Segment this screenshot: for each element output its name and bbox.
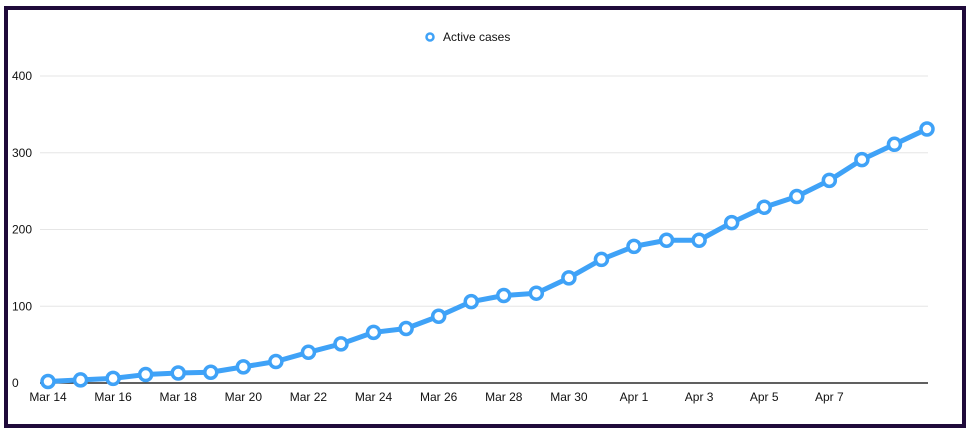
legend: Active cases: [425, 30, 510, 44]
data-point[interactable]: [72, 372, 89, 388]
data-point[interactable]: [723, 214, 740, 231]
x-tick-label: Mar 24: [355, 390, 393, 404]
data-point[interactable]: [561, 270, 577, 286]
data-point[interactable]: [691, 232, 707, 248]
data-point[interactable]: [593, 251, 610, 268]
y-tick-label: 100: [12, 299, 32, 313]
data-point[interactable]: [919, 121, 935, 137]
data-point[interactable]: [789, 188, 805, 205]
x-tick-label: Apr 3: [685, 390, 714, 404]
data-point[interactable]: [365, 324, 382, 341]
data-point[interactable]: [854, 151, 870, 168]
x-tick-label: Mar 18: [160, 390, 198, 404]
data-point[interactable]: [626, 238, 642, 255]
x-tick-label: Apr 1: [620, 390, 649, 404]
data-point[interactable]: [300, 344, 317, 361]
data-point[interactable]: [528, 285, 545, 301]
data-point[interactable]: [137, 366, 154, 383]
x-tick-label: Mar 22: [290, 390, 328, 404]
data-point[interactable]: [203, 364, 219, 381]
y-tick-label: 0: [12, 376, 19, 390]
x-tick-label: Mar 16: [94, 390, 132, 404]
data-point[interactable]: [496, 287, 512, 304]
legend-marker: [425, 32, 435, 42]
x-tick-label: Mar 30: [550, 390, 588, 404]
y-tick-label: 200: [12, 223, 32, 237]
y-tick-label: 400: [12, 69, 32, 83]
legend-label: Active cases: [443, 30, 510, 44]
x-tick-label: Mar 14: [29, 390, 67, 404]
data-point[interactable]: [658, 232, 675, 248]
x-tick-label: Apr 7: [815, 390, 844, 404]
data-point[interactable]: [268, 353, 284, 370]
data-point[interactable]: [333, 336, 349, 352]
data-point[interactable]: [886, 136, 903, 153]
x-tick-label: Apr 5: [750, 390, 779, 404]
series-line: [47, 126, 929, 384]
x-tick-label: Mar 20: [225, 390, 263, 404]
data-point[interactable]: [756, 199, 772, 215]
data-point[interactable]: [398, 320, 414, 337]
data-point[interactable]: [235, 359, 252, 375]
data-point[interactable]: [463, 293, 479, 310]
data-point[interactable]: [105, 370, 121, 387]
data-point[interactable]: [430, 308, 447, 324]
data-point[interactable]: [40, 373, 56, 390]
x-tick-label: Mar 26: [420, 390, 458, 404]
y-tick-label: 300: [12, 146, 32, 160]
x-tick-label: Mar 28: [485, 390, 523, 404]
data-point[interactable]: [821, 172, 838, 189]
data-point[interactable]: [170, 365, 186, 381]
